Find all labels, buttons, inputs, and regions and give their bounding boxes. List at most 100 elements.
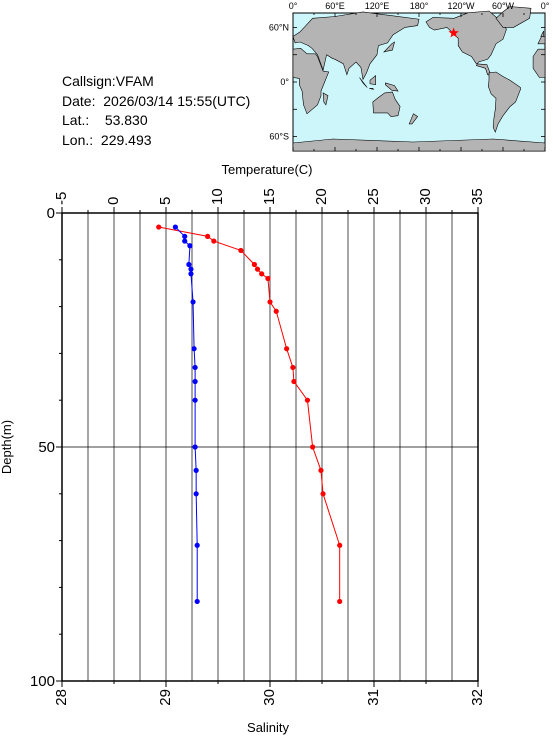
map-left-label: 60°S: [269, 132, 289, 142]
lon-value: 229.493: [100, 131, 152, 148]
data-point: [273, 308, 279, 314]
callsign-label: Callsign:: [62, 73, 116, 89]
data-point: [192, 378, 198, 385]
callsign-row: Callsign:VFAM: [62, 72, 250, 92]
grid-lines: [62, 213, 478, 681]
star-icon: [448, 27, 459, 38]
land-mass: [359, 77, 368, 88]
data-point: [191, 346, 197, 352]
data-point: [182, 233, 188, 239]
top-axis-tick-label: -5: [53, 192, 70, 205]
data-point: [337, 598, 343, 605]
station-info: Callsign:VFAM Date: 2026/03/14 15:55(UTC…: [62, 72, 250, 150]
y-axis-title: Depth(m): [0, 420, 14, 474]
data-point: [304, 397, 311, 403]
land-mass: [369, 74, 376, 86]
land-mass: [495, 6, 532, 28]
series-layer: [156, 224, 343, 605]
data-point: [194, 542, 200, 548]
lat-value: 53.830: [104, 112, 148, 128]
data-point: [192, 397, 198, 403]
top-axis-tick-label: 10: [209, 188, 226, 205]
data-point: [265, 275, 271, 282]
data-point: [251, 261, 257, 268]
data-point: [291, 378, 297, 385]
data-point: [238, 247, 244, 254]
data-point: [320, 491, 326, 497]
bottom-axis-tick-label: 31: [365, 689, 382, 706]
lat-label: Lat.:: [62, 112, 90, 128]
map-labels: 0° 60°E 120°E 180° 120°W 60°W 0° 60°N 0° 60°S: [269, 1, 550, 142]
map-top-label: 60°W: [492, 1, 515, 11]
data-point: [211, 238, 217, 244]
data-point: [188, 266, 194, 272]
data-point: [192, 364, 198, 371]
land-mass: [292, 47, 330, 115]
lat-row: Lat.: 53.830: [62, 111, 250, 131]
series-line: [158, 226, 341, 602]
date-value: 2026/03/14 15:55(UTC): [103, 92, 251, 109]
map-top-label: 60°E: [325, 1, 345, 11]
land-mass: [537, 36, 546, 45]
data-point: [172, 224, 178, 230]
data-point: [310, 444, 316, 450]
land-mass: [487, 71, 521, 133]
data-point: [337, 542, 343, 548]
land-mass: [425, 10, 507, 77]
bottom-axis-tick-label: 28: [53, 689, 70, 706]
data-point: [187, 243, 193, 249]
land-mass: [369, 88, 375, 90]
data-point: [193, 467, 199, 473]
land-mass: [385, 82, 399, 92]
data-point: [290, 364, 296, 371]
bottom-axis-tick-label: 29: [157, 689, 174, 706]
data-point: [188, 271, 194, 277]
date-label: Date:: [62, 92, 96, 109]
bottom-axis-title: Salinity: [247, 720, 289, 735]
land-mass: [292, 11, 420, 81]
data-point: [186, 261, 192, 268]
data-point: [267, 299, 273, 305]
map-top-label: 0°: [541, 1, 550, 11]
map-left-label: 60°N: [269, 22, 289, 32]
date-row: Date: 2026/03/14 15:55(UTC): [62, 92, 250, 112]
map-top-label: 180°: [410, 1, 429, 11]
land-mass: [372, 91, 401, 117]
map-group: 0° 60°E 120°E 180° 120°W 60°W 0° 60°N 0° 60°S: [269, 1, 550, 152]
lon-label: Lon.:: [62, 131, 94, 148]
series-line: [175, 226, 198, 602]
data-point: [190, 299, 196, 305]
land-mass: [408, 113, 419, 125]
land-mass: [532, 48, 546, 78]
map-top-label: 120°E: [365, 1, 390, 11]
data-point: [194, 598, 200, 605]
axis-ticks: [56, 207, 479, 687]
top-axis-tick-label: 30: [417, 188, 434, 205]
data-point: [259, 271, 265, 277]
top-axis-tick-label: 15: [261, 188, 278, 205]
bottom-axis-tick-label: 30: [261, 689, 278, 706]
data-point: [182, 238, 188, 244]
data-point: [254, 266, 261, 272]
top-axis-tick-label: 25: [365, 188, 382, 205]
map-top-label: 0°: [289, 1, 298, 11]
map-top-label: 120°W: [447, 1, 475, 11]
top-axis-tick-label: 5: [157, 197, 174, 205]
lon-row: Lon.: 229.493: [62, 131, 250, 151]
data-point: [193, 491, 199, 497]
data-point: [205, 233, 211, 239]
data-point: [284, 346, 290, 352]
bottom-axis-tick-label: 32: [469, 689, 486, 706]
callsign-value: VFAM: [115, 73, 154, 89]
data-point: [156, 224, 162, 230]
land-mass: [383, 41, 395, 53]
top-axis-title: Temperature(C): [221, 162, 312, 177]
y-axis-tick-label: 50: [38, 439, 55, 456]
land-mass: [322, 92, 329, 106]
data-point: [192, 444, 198, 450]
top-axis-tick-label: 35: [469, 188, 486, 205]
top-axis-tick-label: 0: [105, 197, 122, 205]
